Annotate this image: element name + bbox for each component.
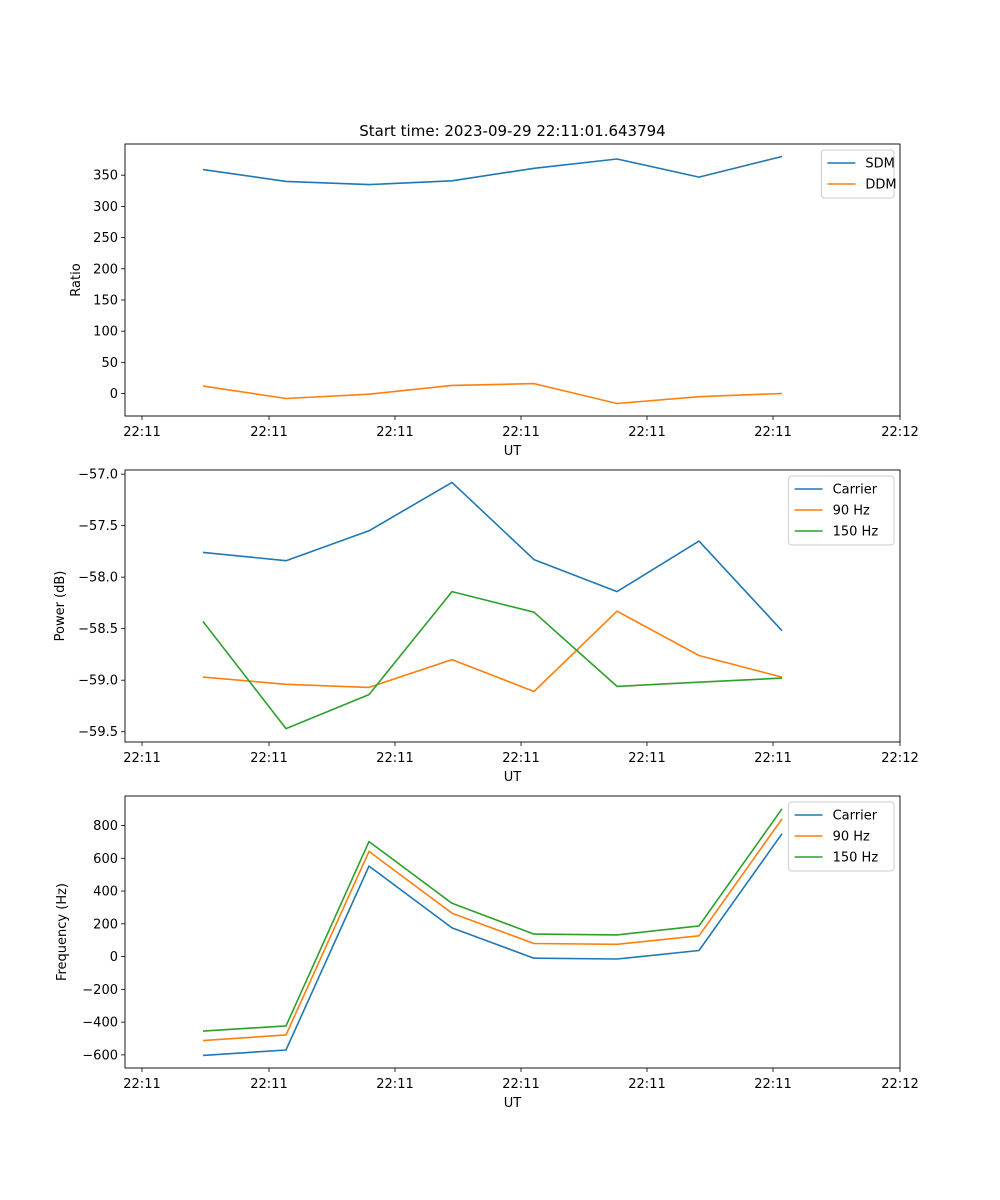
legend: SDM DDM bbox=[820, 149, 897, 199]
axes-frame bbox=[124, 469, 901, 743]
x-tick-label: 22:12 bbox=[881, 425, 918, 440]
y-axis-label: Frequency (Hz) bbox=[55, 883, 70, 981]
y-tick-label: 250 bbox=[93, 231, 118, 246]
y-tick-label: −59.5 bbox=[78, 725, 118, 740]
x-axis-label: UT bbox=[504, 444, 522, 459]
series-line-150-hz bbox=[202, 808, 783, 1032]
y-tick-label: 0 bbox=[110, 387, 118, 402]
x-tick-label: 22:12 bbox=[881, 751, 918, 766]
legend-label: SDM bbox=[865, 157, 894, 172]
x-tick-label: 22:11 bbox=[250, 751, 287, 766]
y-tick-label: 50 bbox=[101, 356, 118, 371]
x-tick-label: 22:11 bbox=[123, 1077, 160, 1092]
legend: Carrier 90 Hz 150 Hz bbox=[788, 475, 895, 546]
y-tick-label: −57.5 bbox=[78, 519, 118, 534]
x-tick-label: 22:11 bbox=[628, 425, 665, 440]
x-tick-label: 22:11 bbox=[502, 1077, 539, 1092]
legend-box bbox=[788, 475, 895, 546]
y-tick-label: 400 bbox=[93, 885, 118, 900]
axes-frame bbox=[124, 795, 901, 1069]
y-tick-label: −58.5 bbox=[78, 622, 118, 637]
legend-label: 90 Hz bbox=[833, 504, 870, 519]
x-tick-label: 22:11 bbox=[502, 751, 539, 766]
x-tick-label: 22:11 bbox=[628, 1077, 665, 1092]
x-tick-label: 22:11 bbox=[754, 425, 791, 440]
y-tick-label: −200 bbox=[82, 983, 118, 998]
series-line-sdm bbox=[202, 155, 783, 186]
y-tick-label: 100 bbox=[93, 325, 118, 340]
legend-label: 150 Hz bbox=[833, 525, 879, 540]
x-tick-label: 22:11 bbox=[376, 425, 413, 440]
series-line-carrier bbox=[202, 833, 783, 1057]
y-tick-label: 0 bbox=[110, 950, 118, 965]
y-tick-label: 350 bbox=[93, 169, 118, 184]
y-tick-label: −57.0 bbox=[78, 468, 118, 483]
legend-box bbox=[788, 801, 895, 872]
y-tick-label: 800 bbox=[93, 819, 118, 834]
y-tick-label: 200 bbox=[93, 917, 118, 932]
legend: Carrier 90 Hz 150 Hz bbox=[788, 801, 895, 872]
x-tick-label: 22:11 bbox=[628, 751, 665, 766]
y-axis-label: Power (dB) bbox=[53, 571, 68, 642]
chart-panel-1: 0 50 100 150 200 250 300 350 22:11 22:11 22:11 22:1… bbox=[69, 143, 919, 459]
x-tick-label: 22:11 bbox=[502, 425, 539, 440]
series-line-ddm bbox=[202, 382, 783, 405]
x-tick-label: 22:12 bbox=[881, 1077, 918, 1092]
chart-panel-3: −600 −400 −200 0 200 400 600 800 22:11 22:11 22:11… bbox=[55, 795, 919, 1111]
x-tick-label: 22:11 bbox=[376, 751, 413, 766]
chart-panel-2: −59.5 −59.0 −58.5 −58.0 −57.5 −57.0 22:11 22:11… bbox=[53, 468, 919, 785]
x-axis-label: UT bbox=[504, 1096, 522, 1111]
legend-label: Carrier bbox=[833, 483, 878, 498]
y-tick-label: −400 bbox=[82, 1016, 118, 1031]
y-tick-label: −600 bbox=[82, 1048, 118, 1063]
x-tick-label: 22:11 bbox=[123, 425, 160, 440]
series-line-150-hz bbox=[202, 590, 783, 730]
legend-label: 90 Hz bbox=[833, 830, 870, 845]
y-tick-label: 300 bbox=[93, 200, 118, 215]
x-tick-label: 22:11 bbox=[754, 1077, 791, 1092]
y-tick-label: −58.0 bbox=[78, 571, 118, 586]
x-tick-label: 22:11 bbox=[250, 1077, 287, 1092]
x-tick-label: 22:11 bbox=[123, 751, 160, 766]
x-tick-label: 22:11 bbox=[754, 751, 791, 766]
y-tick-label: 600 bbox=[93, 852, 118, 867]
x-tick-label: 22:11 bbox=[376, 1077, 413, 1092]
series-line-90-hz bbox=[202, 818, 783, 1042]
x-tick-label: 22:11 bbox=[250, 425, 287, 440]
figure-title: Start time: 2023-09-29 22:11:01.643794 bbox=[359, 122, 665, 140]
legend-label: DDM bbox=[865, 178, 896, 193]
series-line-90-hz bbox=[202, 610, 783, 693]
y-axis-label: Ratio bbox=[69, 263, 84, 296]
legend-label: 150 Hz bbox=[833, 851, 879, 866]
legend-label: Carrier bbox=[833, 809, 878, 824]
axes-frame bbox=[124, 143, 901, 417]
y-tick-label: −59.0 bbox=[78, 674, 118, 689]
series-line-carrier bbox=[202, 481, 783, 632]
y-tick-label: 200 bbox=[93, 262, 118, 277]
x-axis-label: UT bbox=[504, 770, 522, 785]
legend-box bbox=[820, 149, 895, 199]
y-tick-label: 150 bbox=[93, 293, 118, 308]
